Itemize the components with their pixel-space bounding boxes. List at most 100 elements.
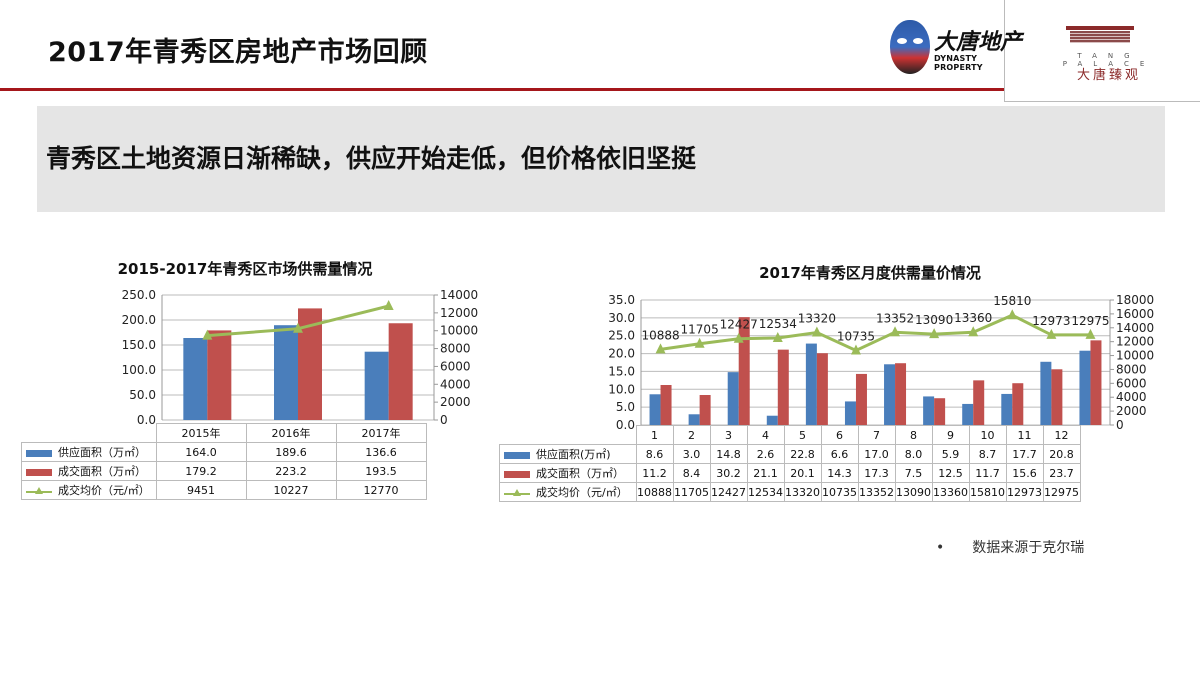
- bar: [388, 323, 413, 420]
- y-tick-label: 0.0: [137, 413, 156, 427]
- legend-swatch-icon: [504, 470, 530, 478]
- table-cell: 15.6: [1005, 463, 1044, 483]
- table-row: 供应面积（万㎡） 164.0 189.6 136.6: [21, 442, 427, 462]
- y2-tick-label: 8000: [440, 342, 471, 356]
- price-marker: [202, 329, 213, 340]
- y2-tick-label: 16000: [1116, 307, 1154, 321]
- y2-tick-label: 2000: [440, 395, 471, 409]
- page-title: 2017年青秀区房地产市场回顾: [48, 37, 428, 68]
- table-cell: 11705: [672, 482, 711, 502]
- table-cell: 189.6: [245, 442, 337, 462]
- y-tick-label: 200.0: [122, 313, 156, 327]
- price-marker: [655, 343, 666, 354]
- table-row: 供应面积(万㎡) 8.6 3.0 14.8 2.6 22.8 6.6 17.0 8.0 5.9 8.…: [499, 444, 1081, 464]
- price-marker: [694, 337, 705, 348]
- table-cell: 14.3: [820, 463, 859, 483]
- legend-swatch-icon: [26, 468, 52, 476]
- table-cell: 12973: [1005, 482, 1044, 502]
- table-cell: 17.3: [857, 463, 896, 483]
- y-tick-label: 5.0: [616, 400, 635, 414]
- series-label: 成交均价（元/㎡）: [58, 484, 150, 497]
- price-data-label: 13090: [915, 313, 953, 327]
- bar: [884, 364, 896, 425]
- table-cell: 23.7: [1042, 463, 1081, 483]
- table-row: 成交面积（万㎡） 179.2 223.2 193.5: [21, 461, 427, 481]
- table-cell: 136.6: [335, 442, 427, 462]
- price-data-label: 10888: [641, 328, 679, 342]
- chart1-plot: 0.0 50.0 100.0 150.0 200.0 250.0 0 2000 4000 6000…: [122, 288, 479, 427]
- y2-tick-label: 12000: [440, 306, 478, 320]
- series-label: 供应面积（万㎡）: [58, 446, 146, 459]
- y2-tick-label: 4000: [440, 377, 471, 391]
- table-cell: 12.5: [931, 463, 970, 483]
- price-marker: [383, 299, 394, 310]
- y-tick-label: 35.0: [608, 293, 635, 307]
- table-cell: 179.2: [155, 461, 247, 481]
- table-cell: 10888: [635, 482, 674, 502]
- price-data-label: 11705: [681, 323, 719, 337]
- table-cell: 15810: [968, 482, 1007, 502]
- price-marker: [890, 326, 901, 337]
- category-header: 9: [931, 425, 970, 445]
- category-header: 2: [672, 425, 711, 445]
- y-tick-label: 0.0: [616, 418, 635, 430]
- palace-roof-icon: [1066, 26, 1134, 30]
- table-cell: 17.7: [1005, 444, 1044, 464]
- y2-tick-label: 18000: [1116, 293, 1154, 307]
- table-cell: 3.0: [672, 444, 711, 464]
- price-marker: [1007, 309, 1018, 320]
- table-cell: 12770: [335, 480, 427, 500]
- y2-tick-label: 0: [1116, 418, 1124, 430]
- y2-tick-label: 12000: [1116, 335, 1154, 349]
- category-header: 11: [1005, 425, 1044, 445]
- y-tick-label: 25.0: [608, 329, 635, 343]
- bar: [1051, 369, 1063, 425]
- bar: [649, 394, 661, 425]
- price-marker: [733, 332, 744, 343]
- y2-tick-label: 14000: [440, 288, 478, 302]
- table-cell: 8.6: [635, 444, 674, 464]
- table-cell: 11.7: [968, 463, 1007, 483]
- series-label: 成交面积（万㎡）: [58, 465, 146, 478]
- bar: [1040, 361, 1052, 425]
- bar: [1079, 350, 1091, 425]
- bar: [274, 325, 298, 420]
- y-tick-label: 100.0: [122, 363, 156, 377]
- table-cell: 8.7: [968, 444, 1007, 464]
- table-cell: 8.4: [672, 463, 711, 483]
- bar: [844, 401, 856, 425]
- header-divider: [0, 88, 1200, 91]
- table-cell: 13352: [857, 482, 896, 502]
- table-cell: 21.1: [746, 463, 785, 483]
- category-header: 3: [709, 425, 748, 445]
- table-cell: 13320: [783, 482, 822, 502]
- table-cell: 2.6: [746, 444, 785, 464]
- table-cell: 20.1: [783, 463, 822, 483]
- table-cell: 12534: [746, 482, 785, 502]
- headline-banner: 青秀区土地资源日渐稀缺，供应开始走低，但价格依旧坚挺: [37, 106, 1165, 212]
- table-row: 成交面积（万㎡） 11.2 8.4 30.2 21.1 20.1 14.3 17.3 7.5 12…: [499, 463, 1081, 483]
- table-cell: 8.0: [894, 444, 933, 464]
- y-tick-label: 30.0: [608, 311, 635, 325]
- series-label: 成交均价（元/㎡）: [536, 486, 628, 499]
- y2-tick-label: 8000: [1116, 362, 1147, 376]
- table-row: 成交均价（元/㎡） 10888 11705 12427 12534 13320 10735 1…: [499, 482, 1081, 502]
- bar: [364, 351, 389, 420]
- bar: [895, 363, 907, 425]
- y-tick-label: 10.0: [608, 382, 635, 396]
- table-cell: 6.6: [820, 444, 859, 464]
- chart1-title: 2015-2017年青秀区市场供需量情况: [117, 260, 373, 278]
- table-row: 成交均价（元/㎡） 9451 10227 12770: [21, 480, 427, 500]
- table-cell: 13090: [894, 482, 933, 502]
- price-marker: [1085, 328, 1096, 339]
- bar: [207, 330, 232, 420]
- y2-tick-label: 4000: [1116, 390, 1147, 404]
- y2-tick-label: 6000: [1116, 376, 1147, 390]
- table-cell: 5.9: [931, 444, 970, 464]
- table-cell: 10227: [245, 480, 337, 500]
- bar: [738, 317, 750, 425]
- legend-swatch-icon: [26, 449, 52, 457]
- y-tick-label: 250.0: [122, 288, 156, 302]
- bar: [1090, 340, 1102, 425]
- dynasty-logo-en: DYNASTY PROPERTY: [934, 54, 983, 72]
